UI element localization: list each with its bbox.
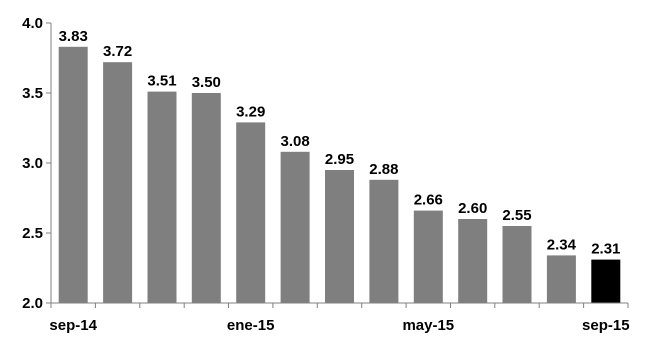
data-label-ene-15: 3.29 [236,103,265,120]
data-label-mar-15: 2.95 [325,151,354,168]
data-label-sep-14: 3.83 [59,28,88,45]
data-label-nov-14: 3.51 [147,73,176,90]
y-tick-label-3.5: 3.5 [22,85,43,102]
bars-layer [58,46,621,304]
x-tick-label-sep-15: sep-15 [582,317,630,334]
bar-oct-14 [103,62,133,304]
bar-sep-14 [58,46,88,304]
data-label-abr-15: 2.88 [369,161,398,178]
x-tick-label-sep-14: sep-14 [49,317,97,334]
data-label-jul-15: 2.55 [502,207,531,224]
data-label-feb-15: 3.08 [280,133,309,150]
bar-nov-14 [147,91,177,303]
bar-mar-15 [325,170,354,303]
x-tick-label-ene-15: ene-15 [227,317,275,334]
bar-ene-15 [236,122,266,304]
bar-may-15 [413,210,443,303]
labels-layer: 3.83 3.72 3.51 3.50 3.29 3.08 2.95 2.88 2.66 2.60… [59,28,621,258]
bar-jun-15 [458,219,488,303]
bar-sep-15 [591,259,621,303]
bar-feb-15 [280,151,310,303]
axis-layer: 2.0 2.5 3.0 3.5 4.0 sep-14 ene-15 may-15 sep-15 [22,15,629,334]
y-tick-label-4.0: 4.0 [22,15,43,32]
bar-ago-15 [546,255,576,303]
data-label-may-15: 2.66 [414,192,443,209]
x-tick-label-may-15: may-15 [402,317,454,334]
bar-abr-15 [369,179,399,303]
bar-dic-14 [191,93,221,303]
data-label-oct-14: 3.72 [103,43,132,60]
y-tick-label-3.0: 3.0 [22,155,43,172]
data-label-sep-15: 2.31 [591,241,620,258]
data-label-jun-15: 2.60 [458,200,487,217]
data-label-ago-15: 2.34 [547,236,577,253]
y-tick-label-2.0: 2.0 [22,295,43,312]
data-label-dic-14: 3.50 [192,74,221,91]
bar-jul-15 [502,226,532,303]
y-tick-label-2.5: 2.5 [22,225,43,242]
